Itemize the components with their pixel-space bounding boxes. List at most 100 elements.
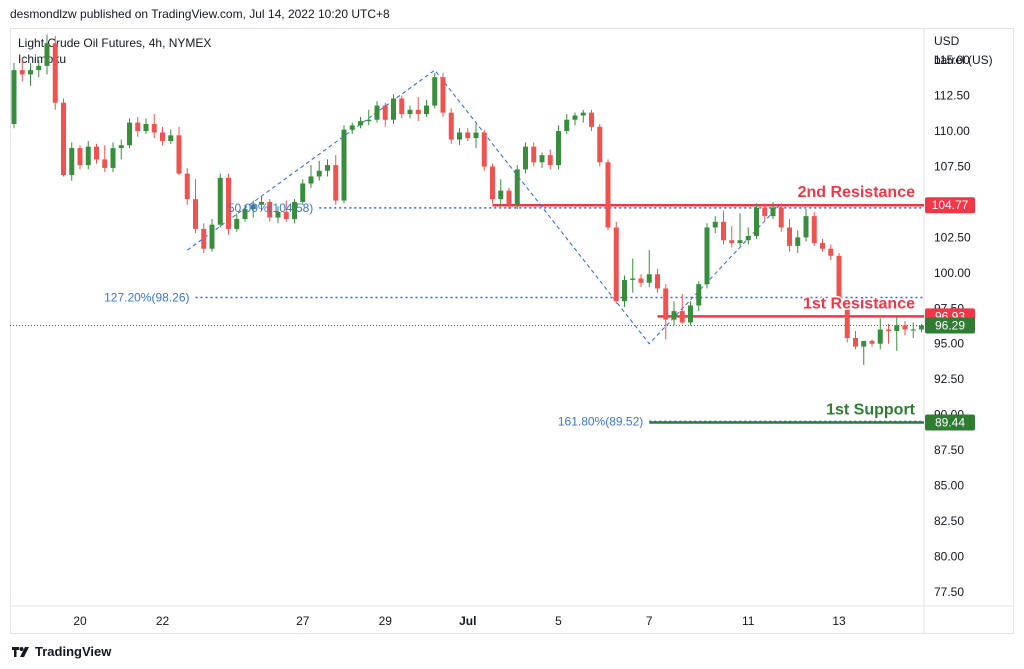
candle-body bbox=[333, 165, 339, 201]
trend-layer bbox=[186, 69, 782, 345]
level-price-badge[interactable]: 89.44 bbox=[925, 414, 975, 431]
candle bbox=[572, 112, 578, 126]
candle bbox=[704, 223, 710, 289]
candle-body bbox=[44, 43, 50, 66]
candle-body bbox=[300, 183, 306, 202]
candle bbox=[358, 116, 363, 129]
candle bbox=[481, 129, 487, 171]
candle bbox=[770, 201, 776, 219]
candle bbox=[795, 230, 801, 253]
candle-body bbox=[490, 166, 495, 200]
y-tick-label: 85.00 bbox=[934, 478, 964, 492]
candle-body bbox=[498, 190, 504, 200]
candle-body bbox=[118, 145, 124, 149]
y-tick-label: 82.50 bbox=[934, 514, 964, 528]
candle-body bbox=[869, 340, 875, 344]
x-tick-label: 11 bbox=[742, 614, 755, 628]
y-tick-label: 92.50 bbox=[934, 372, 964, 386]
candle-body bbox=[589, 112, 594, 127]
candle-body bbox=[135, 122, 141, 132]
candle bbox=[646, 250, 652, 288]
candle bbox=[292, 199, 297, 224]
candle-body bbox=[564, 119, 570, 132]
candle bbox=[655, 268, 660, 293]
candle bbox=[19, 57, 25, 82]
candle-body bbox=[160, 132, 165, 141]
axis-layer: USD barrel (US)115.00 112.50 110.00 107.50 10… bbox=[10, 29, 1013, 633]
y-tick-label: 77.50 bbox=[934, 585, 964, 599]
candle-body bbox=[28, 70, 33, 75]
candle-body bbox=[655, 274, 660, 289]
candle-body bbox=[696, 284, 702, 306]
candle bbox=[283, 200, 289, 222]
x-tick-label: Jul bbox=[459, 614, 476, 628]
candle-body bbox=[457, 132, 462, 140]
candle bbox=[382, 102, 388, 127]
candle bbox=[902, 321, 908, 336]
footer-brand[interactable]: TradingView bbox=[12, 644, 111, 659]
last-price-badge[interactable]: 96.29 bbox=[925, 317, 975, 334]
candle bbox=[168, 129, 174, 144]
candle bbox=[242, 204, 248, 222]
x-tick-label: 7 bbox=[646, 614, 653, 628]
candle bbox=[118, 139, 124, 160]
candle-body bbox=[110, 148, 116, 168]
candle-body bbox=[556, 131, 561, 166]
candle bbox=[737, 213, 743, 246]
candle-body bbox=[415, 109, 421, 115]
candle-body bbox=[36, 65, 42, 71]
level-price-badge[interactable]: 104.77 bbox=[925, 197, 975, 214]
candle-body bbox=[399, 98, 405, 115]
candle-body bbox=[440, 77, 446, 113]
candle-body bbox=[836, 255, 842, 306]
candle-body bbox=[94, 146, 99, 160]
candle bbox=[151, 114, 157, 139]
x-tick-label: 22 bbox=[156, 614, 170, 628]
candle bbox=[341, 125, 347, 204]
last-price-badge-text: 96.29 bbox=[935, 318, 965, 332]
candle-body bbox=[902, 325, 908, 330]
y-tick-label: 107.50 bbox=[934, 160, 971, 174]
candle-body bbox=[432, 77, 438, 106]
candle-body bbox=[787, 227, 792, 246]
candle-body bbox=[630, 278, 636, 280]
candle-body bbox=[778, 207, 784, 228]
candle-body bbox=[828, 248, 834, 256]
candle bbox=[630, 258, 636, 293]
candle-body bbox=[853, 338, 858, 347]
tradingview-logo-icon bbox=[12, 646, 29, 657]
candle-body bbox=[646, 274, 652, 283]
candle-body bbox=[374, 105, 380, 120]
y-tick-label: 80.00 bbox=[934, 549, 964, 563]
candle bbox=[729, 226, 735, 248]
candle bbox=[721, 210, 726, 245]
candle bbox=[589, 109, 594, 132]
candle bbox=[473, 123, 479, 149]
candle-body bbox=[259, 201, 264, 205]
candle bbox=[217, 173, 223, 228]
candle bbox=[44, 34, 50, 75]
candle bbox=[688, 301, 693, 326]
candle bbox=[201, 223, 207, 253]
fib-level-label: 127.20%(98.26) bbox=[104, 291, 189, 305]
candle-body bbox=[910, 329, 916, 331]
candle-body bbox=[820, 243, 825, 249]
candle-body bbox=[325, 165, 330, 171]
candle-body bbox=[729, 240, 735, 244]
candle-body bbox=[580, 112, 586, 116]
candle-body bbox=[688, 305, 693, 323]
candle-body bbox=[844, 305, 850, 339]
candle-body bbox=[613, 227, 619, 302]
candle bbox=[828, 244, 834, 261]
x-tick-label: 27 bbox=[296, 614, 310, 628]
candle-body bbox=[102, 159, 108, 168]
y-tick-label: 110.00 bbox=[934, 124, 970, 138]
candle bbox=[275, 206, 281, 224]
candle bbox=[440, 72, 446, 117]
candle bbox=[886, 323, 891, 344]
candle bbox=[143, 118, 149, 134]
candle-body bbox=[143, 123, 149, 132]
candle-body bbox=[61, 102, 66, 176]
candle bbox=[523, 142, 528, 174]
